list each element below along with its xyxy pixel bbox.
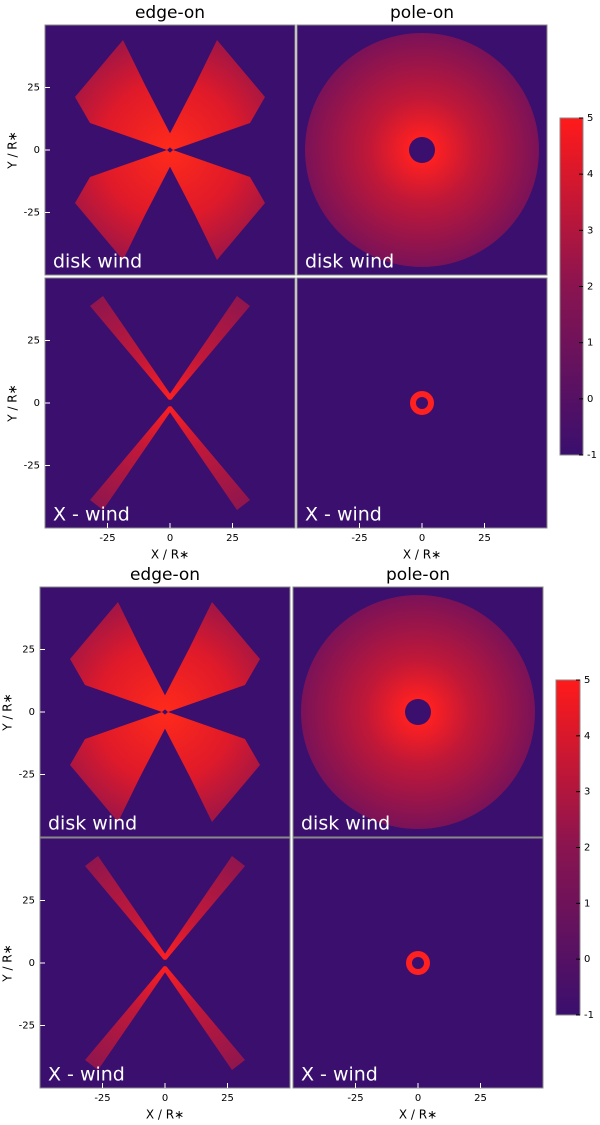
colorbar-tick-label: 2: [584, 843, 590, 854]
panel-label: disk wind: [53, 251, 142, 273]
y-tick-label: 25: [22, 896, 35, 907]
y-tick-label: 0: [34, 398, 40, 409]
panel: X - wind -25 0 25 -25 0 25: [24, 277, 296, 544]
x-tick-label: 25: [221, 1093, 234, 1104]
panel: X - wind -25 0 25 -25 0 25: [19, 837, 291, 1104]
x-tick-label: -25: [99, 533, 115, 544]
wind-cone: [167, 296, 250, 400]
panel-background: [297, 278, 547, 528]
y-tick-label: 25: [27, 336, 40, 347]
panel-frame: [296, 24, 548, 276]
wind-cone: [85, 966, 168, 1070]
wind-arm: [75, 40, 175, 150]
panel: disk wind -25 0 25: [19, 586, 291, 838]
panel-label: disk wind: [305, 251, 394, 273]
wind-cone: [85, 856, 168, 960]
colorbar-tick-label: 3: [587, 225, 593, 236]
wind-cone: [162, 856, 245, 960]
panel-background: [45, 278, 295, 528]
colorbar-tick-label: 5: [587, 113, 593, 124]
y-axis-label: Y / R∗: [6, 131, 20, 169]
column-title: pole-on: [390, 3, 454, 23]
x-axis-label: X / R∗: [399, 1108, 437, 1122]
wind-arm: [165, 40, 265, 150]
x-axis-label: X / R∗: [146, 1108, 184, 1122]
panel-background: [293, 838, 543, 1088]
panel-label: disk wind: [301, 813, 390, 835]
wind-cone: [167, 406, 250, 510]
y-axis-label: Y / R∗: [1, 944, 15, 982]
colorbar-tick-label: 0: [584, 954, 590, 965]
y-tick-label: 0: [29, 958, 35, 969]
x-axis-label: X / R∗: [403, 548, 441, 562]
inner-hole: [405, 699, 431, 725]
panel: X - wind -25 0 25: [296, 277, 548, 544]
panel-label: X - wind: [305, 504, 382, 526]
y-tick-label: 0: [29, 707, 35, 718]
colorbar-tick-label: 5: [584, 675, 590, 686]
panel: disk wind -25 0 25: [24, 24, 296, 276]
y-tick-label: -25: [24, 461, 40, 472]
y-tick-label: 25: [27, 83, 40, 94]
panel: X - wind -25 0 25: [292, 837, 544, 1104]
y-tick-label: -25: [19, 1021, 35, 1032]
panel-background: [40, 838, 290, 1088]
y-axis-label: Y / R∗: [1, 693, 15, 731]
colorbar-tick-label: 0: [587, 394, 593, 405]
y-tick-label: -25: [24, 208, 40, 219]
panel-label: X - wind: [301, 1064, 378, 1086]
wind-arm: [70, 602, 170, 712]
panel: disk wind: [296, 24, 548, 276]
colorbar-tick-label: -1: [584, 1010, 594, 1021]
y-tick-label: 25: [22, 645, 35, 656]
y-axis-label: Y / R∗: [6, 384, 20, 422]
wind-arm: [70, 712, 170, 822]
x-tick-label: 0: [167, 533, 173, 544]
x-tick-label: 0: [415, 1093, 421, 1104]
wind-arm: [165, 150, 265, 260]
panel-label: X - wind: [48, 1064, 125, 1086]
panel-label: X - wind: [53, 504, 130, 526]
x-tick-label: -25: [94, 1093, 110, 1104]
panel: disk wind: [292, 586, 544, 838]
x-tick-label: 25: [474, 1093, 487, 1104]
x-tick-label: 25: [226, 533, 239, 544]
x-axis-label: X / R∗: [151, 548, 189, 562]
colorbar-tick-label: -1: [587, 450, 597, 461]
panel-background: [45, 25, 295, 275]
column-title: edge-on: [135, 3, 205, 23]
colorbar-tick-label: 2: [587, 282, 593, 293]
wind-cone: [90, 296, 173, 400]
wind-cone: [90, 406, 173, 510]
x-tick-label: 25: [478, 533, 491, 544]
panel-background: [40, 587, 290, 837]
inner-hole: [409, 137, 435, 163]
colorbar-tick-label: 4: [584, 731, 590, 742]
wind-arm: [160, 602, 260, 712]
colorbar-tick-label: 3: [584, 787, 590, 798]
x-tick-label: -25: [347, 1093, 363, 1104]
x-tick-label: -25: [351, 533, 367, 544]
wind-arm: [75, 150, 175, 260]
column-title: pole-on: [386, 565, 450, 585]
x-tick-label: 0: [419, 533, 425, 544]
wind-cone: [162, 966, 245, 1070]
wind-arm: [160, 712, 260, 822]
colorbar-tick-label: 4: [587, 169, 593, 180]
x-tick-label: 0: [162, 1093, 168, 1104]
ring: [406, 951, 430, 975]
colorbar-tick-label: 1: [587, 338, 593, 349]
y-tick-label: -25: [19, 770, 35, 781]
colorbar-tick-label: 1: [584, 898, 590, 909]
panel-frame: [292, 586, 544, 838]
y-tick-label: 0: [34, 145, 40, 156]
panel-label: disk wind: [48, 813, 137, 835]
ring: [410, 391, 434, 415]
column-title: edge-on: [130, 565, 200, 585]
